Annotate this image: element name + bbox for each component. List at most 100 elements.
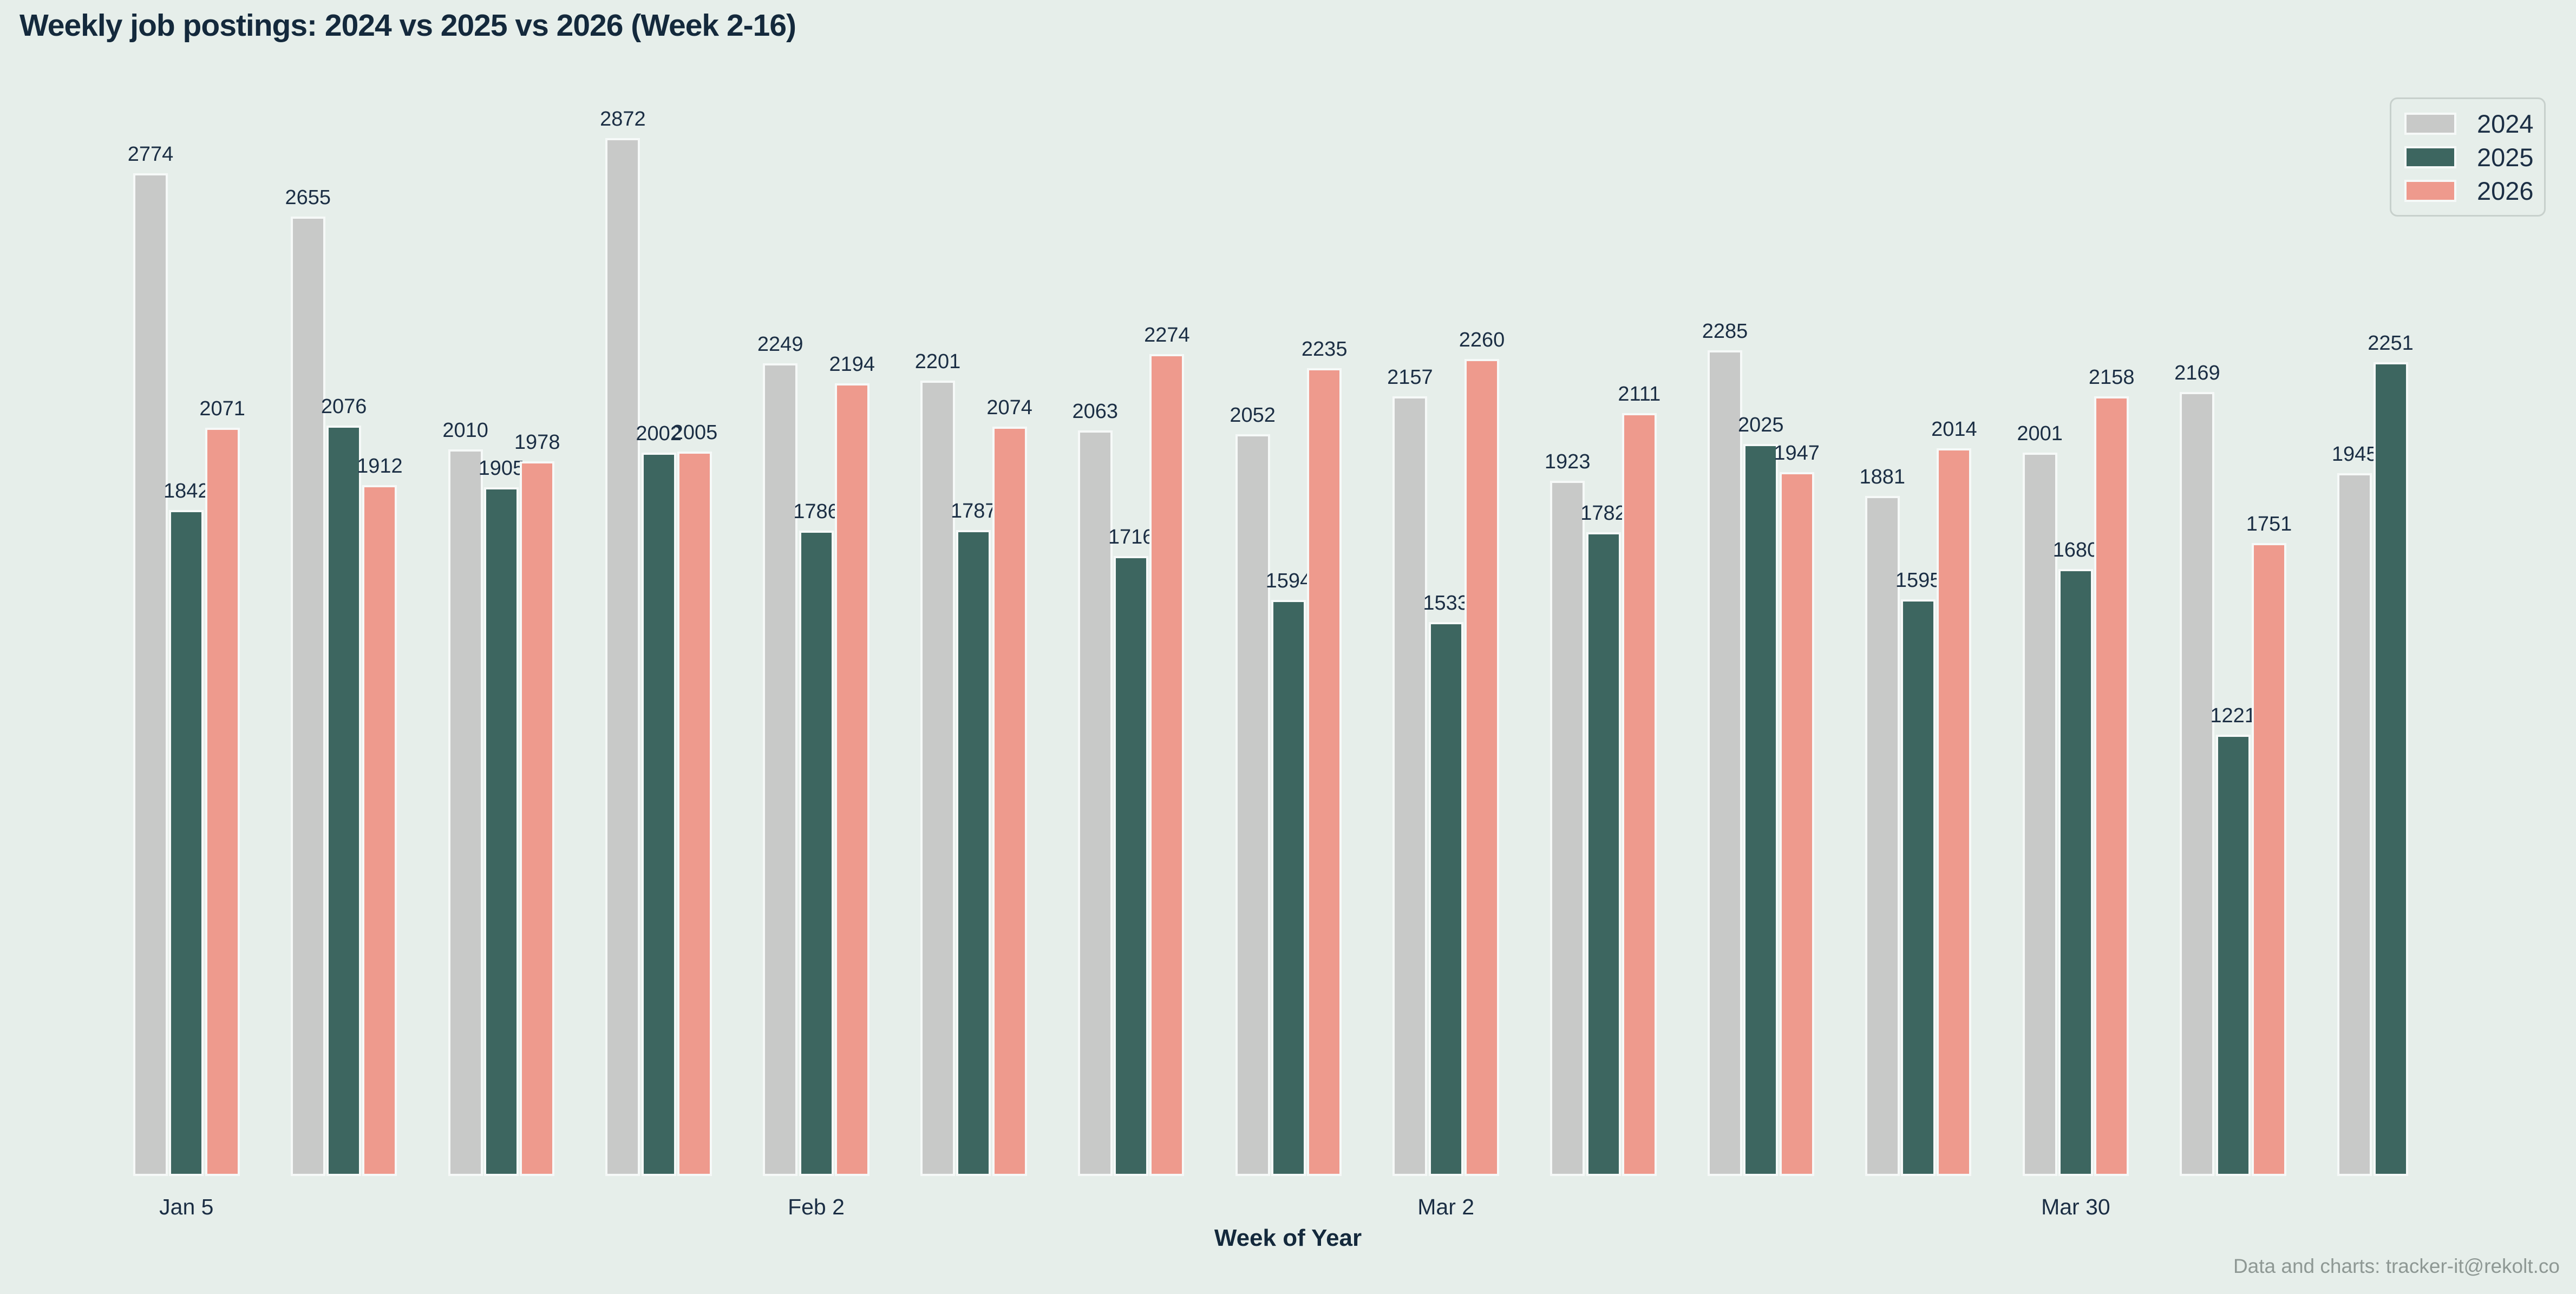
legend-swatch-2024 (2404, 112, 2456, 135)
legend-label-2026: 2026 (2477, 176, 2534, 205)
chart-title: Weekly job postings: 2024 vs 2025 vs 202… (19, 8, 796, 43)
x-tick-mar-30: Mar 30 (2041, 1194, 2110, 1219)
value-label-2025-group12: 1595 (1895, 569, 1941, 592)
value-label-2024-group14: 2169 (2174, 362, 2220, 385)
value-label-2024-group9: 2157 (1387, 366, 1433, 389)
value-label-2026-group7: 2274 (1144, 324, 1190, 347)
value-label-2025-group1: 1842 (164, 480, 210, 503)
bar-2026-group12 (1937, 448, 1972, 1176)
bar-2025-group15 (2373, 362, 2408, 1176)
bar-2024-group8 (1235, 434, 1270, 1176)
value-label-2025-group4: 2002 (636, 422, 682, 445)
x-tick-feb-2: Feb 2 (788, 1194, 845, 1219)
legend-swatch-2025 (2404, 146, 2456, 168)
bar-2024-group15 (2337, 473, 2372, 1176)
legend-item-2025: 2025 (2404, 142, 2544, 172)
value-label-2025-group8: 1594 (1265, 570, 1312, 592)
bar-2026-group1 (205, 427, 240, 1176)
bar-2026-group8 (1307, 368, 1342, 1176)
value-label-2024-group10: 1923 (1544, 450, 1591, 474)
bar-2025-group4 (641, 452, 676, 1176)
value-label-2025-group3: 1905 (478, 457, 525, 480)
value-label-2024-group15: 1945 (2331, 442, 2378, 466)
value-label-2026-group14: 1751 (2246, 513, 2292, 536)
x-tick-mar-2: Mar 2 (1417, 1194, 1475, 1219)
legend-label-2024: 2024 (2477, 109, 2534, 138)
value-label-2025-group6: 1787 (951, 500, 997, 523)
bar-2025-group10 (1586, 532, 1621, 1176)
value-label-2024-group11: 2285 (1702, 319, 1748, 343)
bar-2026-group13 (2094, 396, 2129, 1176)
value-label-2026-group1: 2071 (199, 397, 245, 420)
bar-2024-group1 (133, 173, 168, 1176)
value-label-2025-group2: 2076 (321, 395, 367, 419)
value-label-2026-group10: 2111 (1618, 382, 1661, 406)
bar-2024-group9 (1392, 396, 1428, 1176)
value-label-2024-group1: 2774 (127, 143, 174, 166)
bar-2024-group6 (920, 380, 955, 1176)
bar-2024-group3 (448, 449, 483, 1176)
x-axis-label: Week of Year (1214, 1225, 1362, 1251)
bar-2025-group2 (326, 426, 362, 1176)
x-tick-jan-5: Jan 5 (159, 1194, 214, 1219)
value-label-2026-group4: 2005 (671, 421, 718, 444)
value-label-2025-group13: 1680 (2052, 538, 2099, 561)
value-label-2025-group14: 1221 (2210, 704, 2256, 727)
value-label-2026-group8: 2235 (1301, 338, 1348, 361)
legend-item-2024: 2024 (2404, 109, 2544, 139)
value-label-2024-group2: 2655 (285, 186, 331, 209)
bar-2024-group5 (763, 363, 798, 1176)
bar-2026-group3 (520, 461, 555, 1176)
legend-item-2026: 2026 (2404, 176, 2544, 206)
bar-2025-group11 (1743, 444, 1779, 1176)
bar-2025-group12 (1901, 599, 1936, 1176)
value-label-2026-group2: 1912 (357, 454, 403, 478)
value-label-2026-group6: 2074 (986, 396, 1032, 419)
bar-2026-group6 (992, 426, 1027, 1176)
value-label-2024-group12: 1881 (1859, 466, 1906, 489)
bar-2024-group14 (2180, 392, 2215, 1176)
value-label-2024-group3: 2010 (442, 419, 488, 442)
legend-label-2025: 2025 (2477, 142, 2534, 172)
value-label-2026-group5: 2194 (829, 352, 875, 376)
value-label-2025-group5: 1786 (793, 500, 839, 523)
bar-2026-group9 (1464, 359, 1499, 1176)
bar-2026-group10 (1622, 413, 1657, 1176)
footer-credit: Data and charts: tracker-it@rekolt.co (2233, 1255, 2560, 1277)
bar-2025-group5 (799, 530, 834, 1176)
value-label-2026-group11: 1947 (1774, 442, 1820, 465)
bar-2024-group13 (2022, 453, 2057, 1176)
legend-swatch-2026 (2404, 179, 2456, 202)
bar-2024-group12 (1865, 496, 1900, 1176)
bar-2024-group11 (1708, 350, 1742, 1176)
value-label-2025-group11: 2025 (1738, 414, 1784, 437)
bar-2025-group13 (2058, 568, 2093, 1176)
value-label-2026-group3: 1978 (514, 430, 560, 454)
bar-2026-group11 (1779, 472, 1814, 1176)
bar-2025-group3 (483, 487, 519, 1176)
value-label-2024-group13: 2001 (2017, 422, 2063, 446)
bar-2026-group2 (362, 485, 397, 1176)
bar-2024-group2 (290, 216, 325, 1176)
bar-2026-group7 (1149, 354, 1185, 1176)
value-label-2026-group9: 2260 (1459, 329, 1505, 352)
value-label-2025-group15: 2251 (2368, 332, 2414, 355)
bar-2026-group14 (2252, 543, 2286, 1176)
value-label-2024-group5: 2249 (757, 332, 803, 356)
value-label-2025-group7: 1716 (1108, 525, 1154, 548)
bar-2024-group7 (1077, 430, 1113, 1176)
value-label-2024-group7: 2063 (1072, 400, 1119, 423)
value-label-2024-group4: 2872 (600, 107, 646, 130)
bar-2025-group8 (1271, 600, 1306, 1176)
bar-2025-group9 (1428, 622, 1463, 1176)
value-label-2025-group9: 1533 (1423, 591, 1469, 615)
bar-2024-group4 (605, 138, 640, 1176)
value-label-2026-group13: 2158 (2088, 365, 2135, 389)
value-label-2024-group8: 2052 (1230, 404, 1276, 427)
bar-2026-group5 (834, 383, 869, 1176)
bar-2025-group1 (169, 510, 204, 1176)
bar-2025-group7 (1114, 555, 1149, 1176)
bar-2025-group14 (2215, 734, 2251, 1176)
